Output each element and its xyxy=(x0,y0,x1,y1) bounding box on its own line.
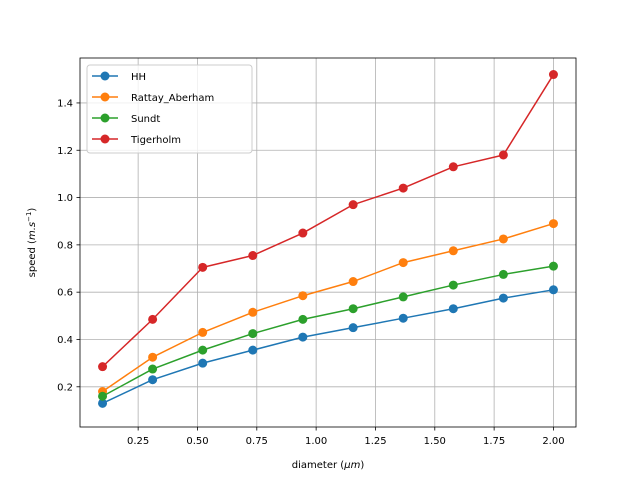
data-point-sundt xyxy=(98,391,108,401)
y-tick-label: 1.2 xyxy=(57,146,73,157)
data-point-hh xyxy=(348,323,358,333)
x-tick-label: 2.00 xyxy=(542,436,564,447)
x-tick-label: 0.75 xyxy=(246,436,268,447)
plot-series xyxy=(98,70,558,408)
data-point-hh xyxy=(548,285,558,295)
data-point-tigerholm xyxy=(298,228,308,238)
y-tick-label: 1.0 xyxy=(57,193,73,204)
legend-label: Rattay_Aberham xyxy=(131,93,214,104)
legend-label: Tigerholm xyxy=(130,135,181,146)
data-point-tigerholm xyxy=(198,262,208,272)
x-tick-label: 1.75 xyxy=(483,436,505,447)
data-point-rattay-aberham xyxy=(348,277,358,287)
data-point-tigerholm xyxy=(398,183,408,193)
data-point-tigerholm xyxy=(98,362,108,372)
series-line-sundt xyxy=(102,265,554,397)
data-point-tigerholm xyxy=(148,314,158,324)
y-tick-label: 0.6 xyxy=(57,288,73,299)
y-tick-label: 0.8 xyxy=(57,240,73,251)
legend-entry-sundt: Sundt xyxy=(92,113,160,125)
data-point-sundt xyxy=(498,269,508,279)
data-point-sundt xyxy=(448,280,458,290)
y-tick-label: 1.4 xyxy=(57,98,73,109)
data-point-rattay-aberham xyxy=(498,234,508,244)
x-tick-label: 1.00 xyxy=(305,436,327,447)
x-tick-label: 0.50 xyxy=(186,436,208,447)
data-point-hh xyxy=(498,293,508,303)
series-line-hh xyxy=(102,289,554,405)
data-point-sundt xyxy=(398,292,408,302)
grid xyxy=(80,58,576,427)
data-point-tigerholm xyxy=(448,162,458,172)
x-axis-label: diameter (μm) xyxy=(292,460,365,471)
legend-marker xyxy=(100,113,110,123)
plot-frame xyxy=(79,57,577,428)
data-point-hh xyxy=(248,345,258,355)
series-tigerholm xyxy=(98,70,558,372)
data-point-rattay-aberham xyxy=(298,291,308,301)
data-point-tigerholm xyxy=(498,150,508,160)
data-point-hh xyxy=(198,358,208,368)
data-point-hh xyxy=(98,398,108,408)
series-line-rattay-aberham xyxy=(102,222,554,393)
data-point-hh xyxy=(148,375,158,385)
data-point-rattay-aberham xyxy=(398,258,408,268)
data-point-sundt xyxy=(248,329,258,339)
x-tick-label: 1.25 xyxy=(364,436,386,447)
legend-marker xyxy=(100,134,110,144)
data-point-hh xyxy=(398,313,408,323)
legend-entry-tigerholm: Tigerholm xyxy=(92,134,181,146)
legend: HH Rattay_Aberham Sundt Tigerholm xyxy=(86,64,253,154)
data-point-sundt xyxy=(148,364,158,374)
legend-entry-hh: HH xyxy=(92,71,146,83)
data-point-rattay-aberham xyxy=(198,327,208,337)
data-point-rattay-aberham xyxy=(248,307,258,317)
series-sundt xyxy=(98,261,558,401)
y-tick-label: 0.4 xyxy=(57,335,73,346)
legend-marker xyxy=(100,71,110,81)
data-point-hh xyxy=(448,304,458,314)
data-point-rattay-aberham xyxy=(548,219,558,229)
series-line-tigerholm xyxy=(102,74,555,368)
y-tick-label: 0.2 xyxy=(57,382,73,393)
legend-entry-rattay-aberham: Rattay_Aberham xyxy=(92,92,214,104)
legend-marker xyxy=(100,92,110,102)
x-tick-label: 1.50 xyxy=(424,436,446,447)
legend-label: Sundt xyxy=(131,114,160,125)
data-point-rattay-aberham xyxy=(148,352,158,362)
data-point-hh xyxy=(298,332,308,342)
data-point-sundt xyxy=(198,345,208,355)
data-point-rattay-aberham xyxy=(448,246,458,256)
data-point-sundt xyxy=(348,304,358,314)
axis-ticks: 0.25 0.50 0.75 1.00 1.25 1.50 1.75 2.00 0.2 0.4 0.… xyxy=(57,98,564,447)
series-hh xyxy=(98,285,558,408)
data-point-tigerholm xyxy=(248,251,258,261)
x-tick-label: 0.25 xyxy=(127,436,149,447)
legend-box xyxy=(86,64,253,154)
data-point-sundt xyxy=(298,314,308,324)
y-axis-label: speed (m.s−1) xyxy=(25,208,38,278)
data-point-tigerholm xyxy=(548,70,558,80)
data-point-sundt xyxy=(548,261,558,271)
legend-label: HH xyxy=(131,72,146,83)
data-point-tigerholm xyxy=(348,200,358,210)
